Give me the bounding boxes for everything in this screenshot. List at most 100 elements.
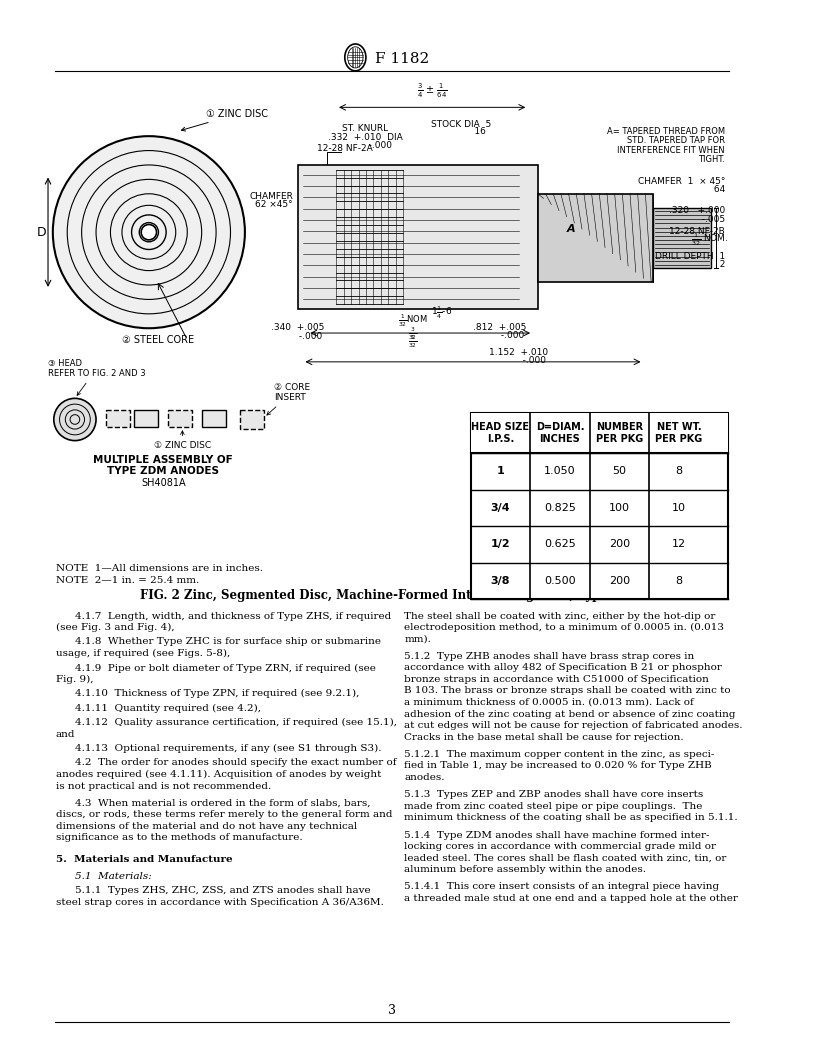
Text: MULTIPLE ASSEMBLY OF: MULTIPLE ASSEMBLY OF	[93, 455, 233, 465]
Text: -.005: -.005	[673, 214, 725, 224]
Text: Fig. 9),: Fig. 9),	[55, 675, 93, 684]
Text: 5.1.4.1  This core insert consists of an integral piece having: 5.1.4.1 This core insert consists of an …	[405, 883, 720, 891]
Text: CHAMFER  1  × 45°: CHAMFER 1 × 45°	[638, 177, 725, 186]
Text: mm).: mm).	[405, 635, 431, 643]
Text: The steel shall be coated with zinc, either by the hot-dip or: The steel shall be coated with zinc, eit…	[405, 611, 716, 621]
Text: STOCK DIA  5: STOCK DIA 5	[431, 119, 491, 129]
Bar	[653, 208, 711, 268]
Text: 200: 200	[609, 576, 630, 586]
Text: bronze straps in accordance with C51000 of Specification: bronze straps in accordance with C51000 …	[405, 675, 709, 684]
Text: .332  +.010  DIA: .332 +.010 DIA	[327, 133, 402, 142]
Text: 64: 64	[665, 185, 725, 194]
Text: 1.152  +.010: 1.152 +.010	[489, 348, 548, 357]
Text: 1$\frac{1}{4}$-6: 1$\frac{1}{4}$-6	[431, 304, 452, 321]
Text: leaded steel. The cores shall be flash coated with zinc, tin, or: leaded steel. The cores shall be flash c…	[405, 853, 727, 863]
Text: -.000: -.000	[273, 332, 322, 341]
Text: 4.1.10  Thickness of Type ZPN, if required (see 9.2.1),: 4.1.10 Thickness of Type ZPN, if require…	[75, 690, 359, 698]
Text: 0.825: 0.825	[544, 503, 576, 513]
Text: 3: 3	[388, 1003, 396, 1017]
Text: dimensions of the material and do not have any technical: dimensions of the material and do not ha…	[55, 822, 357, 831]
Text: 5.1.2.1  The maximum copper content in the zinc, as speci-: 5.1.2.1 The maximum copper content in th…	[405, 750, 715, 759]
Text: 4.1.13  Optional requirements, if any (see S1 through S3).: 4.1.13 Optional requirements, if any (se…	[75, 744, 381, 753]
Ellipse shape	[345, 44, 366, 71]
Text: (see Fig. 3 and Fig. 4),: (see Fig. 3 and Fig. 4),	[55, 623, 175, 633]
Text: locking cores in accordance with commercial grade mild or: locking cores in accordance with commerc…	[405, 842, 716, 851]
Text: Cracks in the base metal shall be cause for rejection.: Cracks in the base metal shall be cause …	[405, 733, 684, 741]
Text: 3/8: 3/8	[490, 576, 510, 586]
Circle shape	[53, 136, 245, 328]
Text: TYPE ZDM ANODES: TYPE ZDM ANODES	[107, 466, 220, 476]
Text: ② STEEL CORE: ② STEEL CORE	[122, 335, 194, 344]
Text: 4.1.11  Quantity required (see 4.2),: 4.1.11 Quantity required (see 4.2),	[75, 703, 261, 713]
Text: 4.1.9  Pipe or bolt diameter of Type ZRN, if required (see: 4.1.9 Pipe or bolt diameter of Type ZRN,…	[75, 663, 376, 673]
Text: adhesion of the zinc coating at bend or absence of zinc coating: adhesion of the zinc coating at bend or …	[405, 710, 736, 718]
Text: 2: 2	[667, 260, 725, 269]
Text: -.000: -.000	[475, 331, 524, 340]
Text: a minimum thickness of 0.0005 in. (0.013 mm). Lack of: a minimum thickness of 0.0005 in. (0.013…	[405, 698, 694, 706]
Text: CHAMFER: CHAMFER	[249, 191, 293, 201]
Bar	[538, 194, 653, 282]
Text: -.000: -.000	[338, 140, 392, 150]
Circle shape	[54, 398, 96, 440]
Text: ① ZINC DISC: ① ZINC DISC	[181, 109, 268, 131]
Text: 12-28 NF-2A: 12-28 NF-2A	[317, 144, 373, 152]
Text: 4.1.8  Whether Type ZHC is for surface ship or submarine: 4.1.8 Whether Type ZHC is for surface sh…	[75, 638, 381, 646]
Text: INTERFERENCE FIT WHEN: INTERFERENCE FIT WHEN	[618, 146, 725, 155]
Text: B 103. The brass or bronze straps shall be coated with zinc to: B 103. The brass or bronze straps shall …	[405, 686, 731, 696]
Text: PER PKG: PER PKG	[655, 434, 703, 444]
Bar	[298, 165, 538, 309]
Text: A: A	[567, 224, 576, 234]
Text: ST. KNURL: ST. KNURL	[342, 125, 388, 133]
Text: NOTE  1—All dimensions are in inches.: NOTE 1—All dimensions are in inches.	[55, 565, 263, 573]
Bar	[105, 410, 130, 428]
Text: fied in Table 1, may be increased to 0.020 % for Type ZHB: fied in Table 1, may be increased to 0.0…	[405, 761, 712, 771]
Text: I.P.S.: I.P.S.	[487, 434, 514, 444]
Text: TIGHT.: TIGHT.	[698, 155, 725, 165]
Bar	[202, 410, 226, 428]
Text: 5.1.2  Type ZHB anodes shall have brass strap cores in: 5.1.2 Type ZHB anodes shall have brass s…	[405, 652, 694, 661]
Text: 5.1  Materials:: 5.1 Materials:	[75, 872, 152, 881]
Text: electrodeposition method, to a minimum of 0.0005 in. (0.013: electrodeposition method, to a minimum o…	[405, 623, 725, 633]
Text: 5.1.4  Type ZDM anodes shall have machine formed inter-: 5.1.4 Type ZDM anodes shall have machine…	[405, 830, 710, 840]
Text: 12-28 NF-2B: 12-28 NF-2B	[669, 227, 725, 237]
Text: ① ZINC DISC: ① ZINC DISC	[153, 431, 211, 450]
Text: -.000: -.000	[491, 356, 546, 364]
Text: NET WT.: NET WT.	[657, 422, 701, 432]
Text: accordance with alloy 482 of Specification B 21 or phosphor: accordance with alloy 482 of Specificati…	[405, 663, 722, 673]
Text: D: D	[37, 226, 47, 239]
Text: .812  +.005: .812 +.005	[472, 323, 526, 333]
Text: $\frac{1}{32}$ NOM.: $\frac{1}{32}$ NOM.	[691, 231, 729, 248]
Text: 5.1.3  Types ZEP and ZBP anodes shall have core inserts: 5.1.3 Types ZEP and ZBP anodes shall hav…	[405, 790, 703, 799]
Text: minimum thickness of the coating shall be as specified in 5.1.1.: minimum thickness of the coating shall b…	[405, 813, 738, 823]
Text: significance as to the methods of manufacture.: significance as to the methods of manufa…	[55, 833, 303, 843]
Ellipse shape	[348, 46, 363, 68]
Text: STD. TAPERED TAP FOR: STD. TAPERED TAP FOR	[628, 136, 725, 145]
Text: at cut edges will not be cause for rejection of fabricated anodes.: at cut edges will not be cause for rejec…	[405, 721, 743, 730]
Text: 1: 1	[496, 467, 504, 476]
Text: HEAD SIZE: HEAD SIZE	[472, 422, 530, 432]
Text: A= TAPERED THREAD FROM: A= TAPERED THREAD FROM	[607, 127, 725, 135]
Text: 12: 12	[672, 540, 686, 549]
Text: 3/4: 3/4	[490, 503, 510, 513]
Text: aluminum before assembly within the anodes.: aluminum before assembly within the anod…	[405, 865, 646, 874]
Text: 1/2: 1/2	[490, 540, 510, 549]
Text: 8: 8	[676, 576, 682, 586]
Text: 4.1.7  Length, width, and thickness of Type ZHS, if required: 4.1.7 Length, width, and thickness of Ty…	[75, 611, 391, 621]
Text: 10: 10	[672, 503, 686, 513]
Text: 0.625: 0.625	[544, 540, 576, 549]
Text: $\frac{3}{32}$: $\frac{3}{32}$	[408, 325, 418, 342]
Text: D=DIAM.: D=DIAM.	[535, 422, 584, 432]
Text: 4.2  The order for anodes should specify the exact number of: 4.2 The order for anodes should specify …	[75, 758, 397, 768]
Text: 100: 100	[609, 503, 630, 513]
Text: a threaded male stud at one end and a tapped hole at the other: a threaded male stud at one end and a ta…	[405, 894, 738, 903]
Text: 1.050: 1.050	[544, 467, 576, 476]
Text: 4.1.12  Quality assurance certification, if required (see 15.1),: 4.1.12 Quality assurance certification, …	[75, 718, 397, 728]
Text: ② CORE
INSERT: ② CORE INSERT	[267, 383, 310, 415]
Text: $\frac{1}{32}$: $\frac{1}{32}$	[408, 333, 418, 350]
Text: 8: 8	[676, 467, 682, 476]
Text: $\frac{1}{32}$NOM: $\frac{1}{32}$NOM	[398, 313, 428, 329]
Text: 5.  Materials and Manufacture: 5. Materials and Manufacture	[55, 854, 233, 864]
Text: INCHES: INCHES	[539, 434, 580, 444]
Text: ③ HEAD
REFER TO FIG. 2 AND 3: ③ HEAD REFER TO FIG. 2 AND 3	[48, 359, 145, 395]
Text: steel strap cores in accordance with Specification A 36/A36M.: steel strap cores in accordance with Spe…	[55, 898, 384, 907]
